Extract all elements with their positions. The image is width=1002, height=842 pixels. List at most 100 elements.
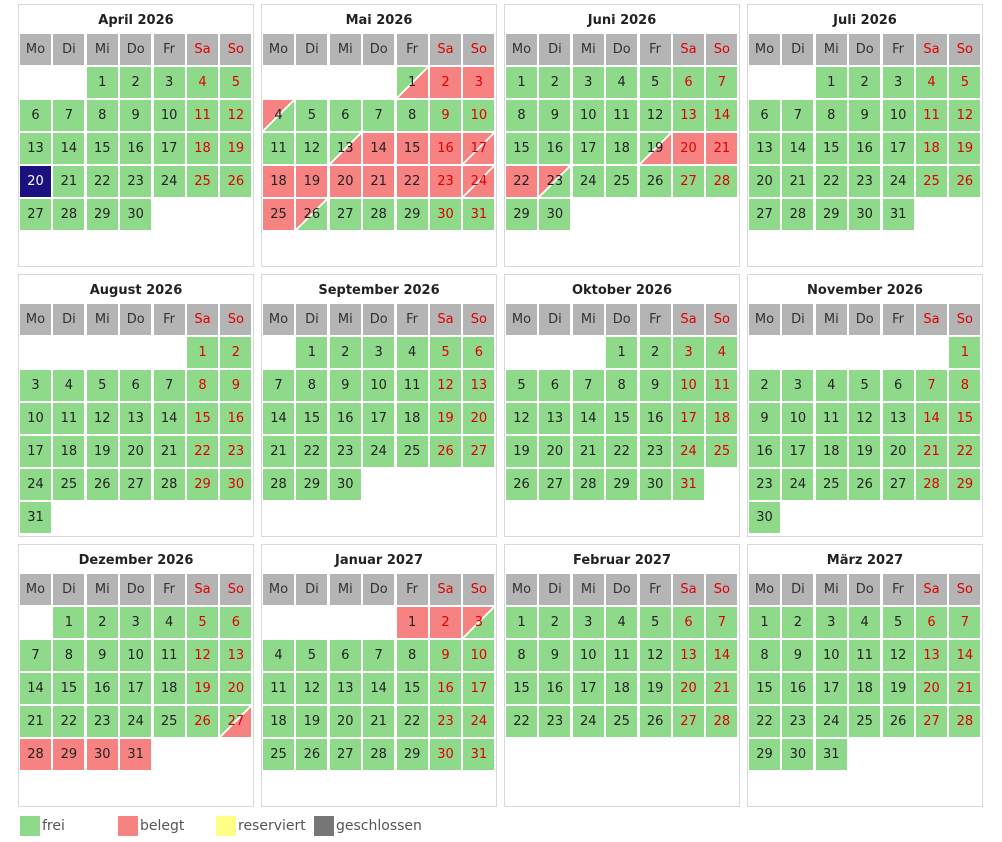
day-cell: 6: [916, 607, 947, 638]
day-cell: 30: [539, 199, 571, 230]
day-cell: 1: [396, 607, 428, 638]
day-cell: 10: [20, 403, 51, 434]
day-cell: 13: [673, 100, 704, 131]
day-cell: 10: [120, 640, 152, 671]
day-cell: 2: [430, 67, 461, 98]
day-cell: 7: [572, 370, 604, 401]
day-cell: 30: [329, 469, 361, 500]
day-cell: 24: [782, 469, 814, 500]
legend-item: belegt: [118, 816, 184, 836]
weekday-header: Do: [849, 574, 881, 605]
day-cell: 22: [606, 436, 638, 467]
day-cell: 26: [187, 706, 218, 737]
weekday-header: Mi: [86, 574, 118, 605]
weekday-header: Fr: [639, 574, 671, 605]
weekday-header: Mo: [749, 34, 780, 65]
day-cell: 11: [606, 640, 638, 671]
day-cell: 4: [396, 337, 428, 368]
day-cell: 12: [506, 403, 537, 434]
day-cell: 18: [815, 436, 847, 467]
day-cell: 11: [916, 100, 947, 131]
day-cell: 18: [706, 403, 738, 434]
month-panel: Oktober 2026 Mo Di Mi Do Fr Sa So 1 2 3 4 5 6 7 8 9 10 11 1…: [504, 274, 740, 537]
day-cell: 23: [639, 436, 671, 467]
weekday-header: Do: [849, 304, 881, 335]
day-cell: 28: [916, 469, 947, 500]
day-cell: 9: [430, 640, 461, 671]
day-cell: 12: [187, 640, 218, 671]
day-cell: 6: [20, 100, 51, 131]
weekday-header: Sa: [430, 574, 461, 605]
day-cell: 3: [153, 67, 185, 98]
day-cell: 14: [949, 640, 981, 671]
day-cell: 24: [572, 706, 604, 737]
day-cell: 26: [639, 166, 671, 197]
day-cell: 6: [463, 337, 495, 368]
day-cell: 3: [882, 67, 914, 98]
day-cell: 29: [606, 469, 638, 500]
month-panel: Dezember 2026 Mo Di Mi Do Fr Sa So 1 2 3 4 5 6 7 8 9 10 11…: [18, 544, 254, 807]
weekday-header: Sa: [430, 304, 461, 335]
weekday-header: Do: [363, 304, 395, 335]
day-cell: 4: [187, 67, 218, 98]
day-cell: 25: [706, 436, 738, 467]
day-cell: 10: [673, 370, 704, 401]
day-cell: 18: [153, 673, 185, 704]
day-cell: 28: [263, 469, 294, 500]
day-cell: 18: [606, 673, 638, 704]
day-cell: 17: [153, 133, 185, 164]
day-cell: 6: [882, 370, 914, 401]
day-cell: 17: [20, 436, 51, 467]
day-cell: 12: [430, 370, 461, 401]
day-cell: 3: [572, 607, 604, 638]
day-cell: 2: [120, 67, 152, 98]
day-cell: 27: [463, 436, 495, 467]
day-cell: 13: [673, 640, 704, 671]
day-cell: 14: [782, 133, 814, 164]
day-cell: 30: [430, 739, 461, 770]
day-cell: 9: [329, 370, 361, 401]
day-cell: 14: [363, 673, 395, 704]
day-cell: 16: [430, 673, 461, 704]
day-cell: 29: [396, 199, 428, 230]
legend-swatch: [20, 816, 40, 836]
day-cell: 26: [296, 199, 328, 230]
day-cell: 24: [673, 436, 704, 467]
day-cell: 25: [53, 469, 85, 500]
weekday-header: Do: [120, 574, 152, 605]
legend-swatch: [118, 816, 138, 836]
day-cell: 2: [539, 607, 571, 638]
day-cell: 10: [782, 403, 814, 434]
day-cell: 20: [220, 673, 252, 704]
weekday-header: Mo: [506, 574, 537, 605]
day-cell: 15: [187, 403, 218, 434]
day-cell: 19: [882, 673, 914, 704]
day-cell: 15: [606, 403, 638, 434]
weekday-header: So: [949, 574, 981, 605]
day-cell: 5: [296, 100, 328, 131]
day-cell: 23: [220, 436, 252, 467]
month-title: Mai 2026: [345, 13, 413, 28]
day-cell: 31: [120, 739, 152, 770]
day-cell: 1: [53, 607, 85, 638]
day-cell: 14: [363, 133, 395, 164]
weekday-header: Do: [606, 574, 638, 605]
weekday-header: Do: [606, 34, 638, 65]
weekday-header: Sa: [673, 574, 704, 605]
day-cell: 12: [86, 403, 118, 434]
day-cell: 9: [639, 370, 671, 401]
day-cell: 10: [882, 100, 914, 131]
weekday-header: Di: [782, 304, 814, 335]
day-cell: 12: [296, 133, 328, 164]
month-panel: März 2027 Mo Di Mi Do Fr Sa So 1 2 3 4 5 6 7 8 9 10 11 12 13…: [747, 544, 983, 807]
day-cell: 28: [53, 199, 85, 230]
weekday-header: Sa: [916, 574, 947, 605]
month-title: Juli 2026: [833, 13, 897, 28]
day-cell: 20: [673, 673, 704, 704]
day-cell: 25: [849, 706, 881, 737]
day-cell: 6: [673, 67, 704, 98]
day-cell: 16: [329, 403, 361, 434]
day-cell: 3: [572, 67, 604, 98]
day-cell: 27: [20, 199, 51, 230]
day-cell: 21: [916, 436, 947, 467]
